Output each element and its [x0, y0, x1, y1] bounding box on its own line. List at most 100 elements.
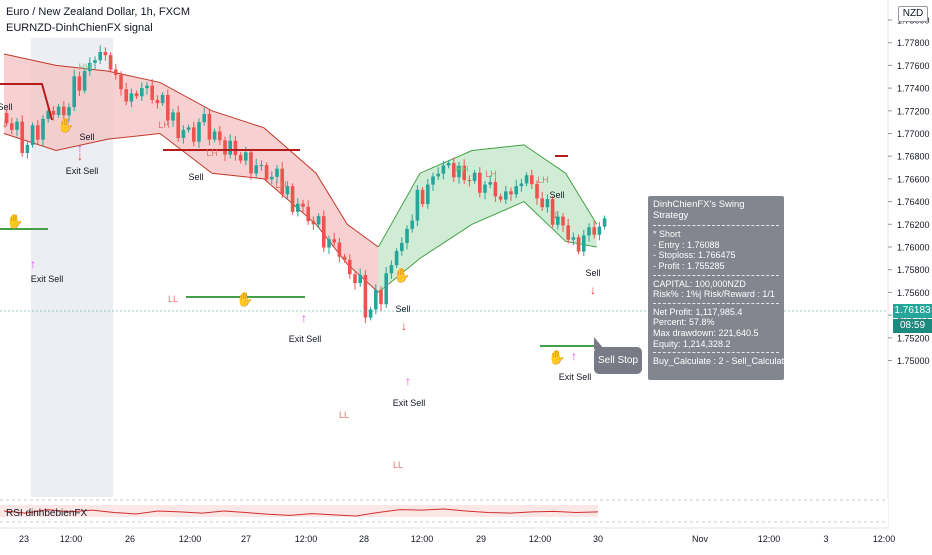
y-tick-label: 1.76400 — [897, 197, 930, 207]
rsi-indicator-label: RSI dinhbebienFX — [6, 508, 88, 519]
y-tick-label: 1.75800 — [897, 265, 930, 275]
candle-body — [400, 242, 404, 252]
candle-body — [176, 112, 180, 139]
current-price-label: 1.76183 — [893, 304, 932, 318]
candle-body — [561, 216, 565, 226]
y-tick-label: 1.76200 — [897, 220, 930, 230]
candle-body — [394, 251, 399, 266]
y-tick-label: 1.76800 — [897, 152, 930, 162]
x-tick-label: 23 — [19, 534, 29, 544]
candle-body — [322, 216, 326, 248]
currency-button[interactable]: NZD — [898, 6, 928, 22]
candle-body — [452, 163, 456, 178]
candle-body — [62, 106, 66, 116]
sell-label: Sell — [0, 102, 13, 112]
candle-body — [379, 289, 383, 305]
y-tick-label: 1.77600 — [897, 61, 930, 71]
candle-body — [550, 199, 555, 225]
lower-high-label: LH — [158, 120, 170, 130]
candle-body — [571, 237, 576, 240]
exit-sell-label: Exit Sell — [559, 372, 592, 382]
candle-body — [436, 173, 440, 177]
profit-value: - Profit : 1.755285 — [653, 260, 725, 271]
x-tick-label: 3 — [823, 534, 828, 544]
candle-body — [467, 180, 472, 182]
candle-body — [327, 239, 331, 248]
candle-body — [566, 225, 570, 240]
x-tick-label: 12:00 — [758, 534, 781, 544]
lower-high-label: LH — [206, 148, 218, 158]
candle-body — [233, 140, 238, 156]
sell-arrow-icon: ↓ — [590, 283, 596, 297]
candle-body — [472, 172, 477, 181]
candle-body — [582, 235, 586, 252]
x-tick-label: 12:00 — [873, 534, 896, 544]
candle-body — [602, 218, 607, 227]
candle-body — [249, 152, 253, 174]
candle-body — [535, 184, 539, 199]
candle-body — [457, 165, 461, 178]
percent-value: Percent: 57.8% — [653, 317, 715, 328]
exit-sell-label: Exit Sell — [66, 166, 99, 176]
candle-body — [67, 107, 71, 116]
candle-body — [36, 125, 40, 140]
exit-arrow-icon: ↑ — [77, 141, 83, 155]
candle-body — [509, 191, 513, 195]
candle-body — [483, 184, 487, 193]
entry-value: - Entry : 1.76088 — [653, 239, 720, 250]
candle-body — [202, 113, 206, 123]
candle-body — [524, 175, 529, 184]
x-tick-label: 26 — [125, 534, 135, 544]
sell-label: Sell — [395, 304, 410, 314]
y-tick-label: 1.76600 — [897, 174, 930, 184]
candle-body — [576, 237, 581, 252]
bullish-band-upper-line — [377, 144, 598, 248]
exit-arrow-icon: ↑ — [301, 311, 307, 325]
candle-body — [4, 113, 9, 124]
x-tick-label: Nov — [692, 534, 709, 544]
candle-body — [41, 118, 45, 140]
x-tick-label: 12:00 — [295, 534, 318, 544]
sell-arrow-icon: ↓ — [401, 319, 407, 333]
candle-body — [348, 259, 352, 275]
calculate-summary: Buy_Calculate : 2 - Sell_Calculate : 0 — [653, 356, 802, 367]
candle-body — [150, 85, 154, 100]
y-tick-label: 1.77800 — [897, 38, 930, 48]
candle-body — [275, 168, 279, 177]
candle-body — [316, 216, 321, 225]
candle-body — [306, 206, 310, 222]
candle-body — [171, 112, 175, 121]
x-tick-label: 28 — [359, 534, 369, 544]
sell-label: Sell — [188, 172, 203, 182]
rsi-line — [3, 508, 599, 517]
sell-arrow-icon: ↓ — [2, 116, 8, 130]
x-tick-label: 30 — [593, 534, 603, 544]
candle-body — [114, 69, 118, 75]
candle-body — [426, 184, 430, 205]
y-tick-label: 1.76000 — [897, 243, 930, 253]
y-tick-label: 1.77000 — [897, 129, 930, 139]
stoploss-value: - Stoploss: 1.766475 — [653, 250, 736, 261]
max-drawdown-value: Max drawdown: 221,640.5 — [653, 327, 759, 338]
candle-body — [280, 168, 284, 195]
candle-body — [478, 172, 482, 193]
lower-high-label: LH — [537, 175, 549, 185]
candle-body — [545, 199, 550, 208]
thumbs-down-icon: ✋ — [393, 267, 410, 283]
candle-body — [134, 93, 139, 97]
candle-body — [311, 221, 316, 225]
candle-body — [129, 93, 134, 102]
higher-high-label: HH — [79, 62, 92, 72]
candle-body — [446, 163, 451, 166]
candle-body — [597, 226, 602, 235]
candle-body — [259, 165, 264, 167]
candle-body — [88, 62, 92, 72]
thumbs-down-icon: ✋ — [57, 117, 74, 133]
sell-label: Sell — [549, 190, 564, 200]
sell-stop-label: Sell Stop — [594, 337, 642, 374]
candle-body — [410, 220, 414, 229]
sell-label: Sell — [585, 268, 600, 278]
net-profit-value: Net Profit: 1,117,985.4 — [653, 306, 743, 317]
